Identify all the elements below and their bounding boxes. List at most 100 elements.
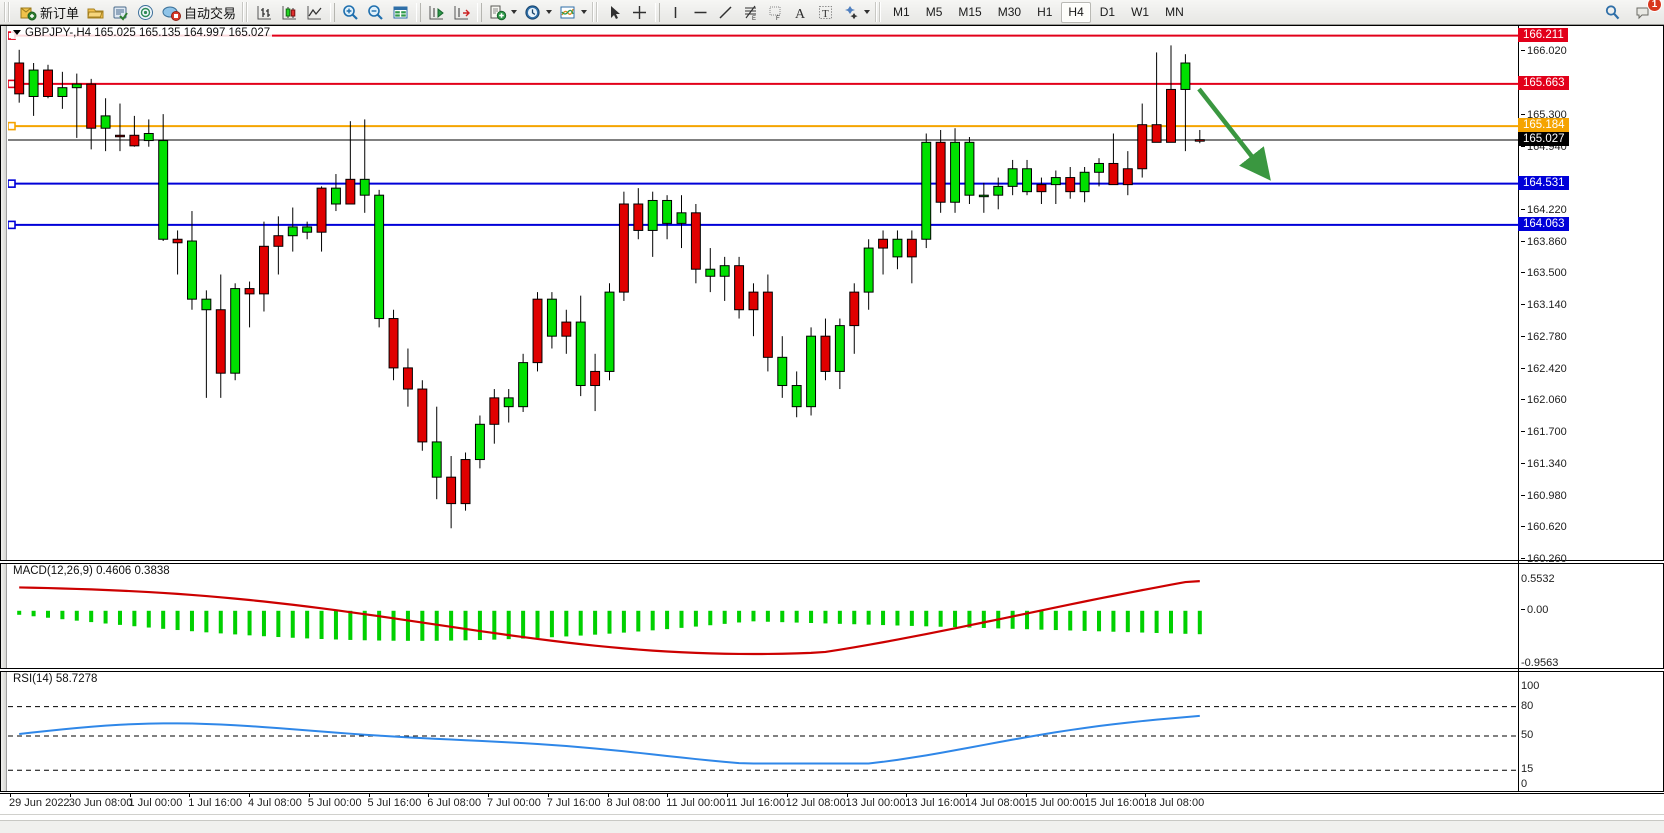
- status-bar: [0, 820, 1664, 833]
- candlestick-chart-button[interactable]: [277, 1, 302, 23]
- rsi-pane-scrollbar[interactable]: [1, 672, 7, 791]
- news-button[interactable]: [108, 1, 133, 23]
- toolbar-grip-4[interactable]: [875, 2, 882, 22]
- time-tick-label: 1 Jul 16:00: [188, 797, 243, 809]
- timeframe-d1[interactable]: D1: [1099, 4, 1116, 19]
- search-button[interactable]: [1600, 1, 1625, 23]
- rsi-tick-label: 15: [1521, 763, 1534, 776]
- text-label-button[interactable]: T: [813, 1, 838, 23]
- shapes-button[interactable]: [838, 1, 873, 23]
- time-tick-label: 11 Jul 00:00: [666, 797, 726, 809]
- time-tick-mark: [1145, 794, 1147, 797]
- macd-tick-label: 0.00: [1521, 604, 1548, 616]
- cursor-button[interactable]: [602, 1, 627, 23]
- timeframe-m15[interactable]: M15: [958, 4, 982, 19]
- folder-icon: [86, 3, 105, 22]
- line-chart-button[interactable]: [302, 1, 327, 23]
- vertical-line-button[interactable]: [663, 1, 688, 23]
- horizontal-line-button[interactable]: [688, 1, 713, 23]
- rsi-tick-label: 80: [1521, 699, 1534, 712]
- time-tick-mark: [966, 794, 967, 797]
- zoom-out-button[interactable]: [363, 1, 388, 23]
- macd-pane-scrollbar[interactable]: [1, 564, 7, 668]
- rsi-tick-label: 50: [1521, 729, 1534, 741]
- time-tick-mark: [129, 794, 131, 797]
- grid-icon: [391, 3, 410, 22]
- text-button[interactable]: A: [788, 1, 813, 23]
- auto-trading-icon: [162, 3, 182, 22]
- timeframe-m1[interactable]: M1: [893, 4, 910, 19]
- price-candles: [8, 31, 1519, 529]
- fibonacci-button[interactable]: E: [738, 1, 763, 23]
- period-button[interactable]: [520, 1, 555, 23]
- new-order-label: 新订单: [40, 5, 80, 21]
- timeframe-m30[interactable]: M30: [997, 4, 1022, 19]
- auto-trading-button[interactable]: 自动交易: [158, 1, 240, 23]
- bar-chart-button[interactable]: [252, 1, 277, 23]
- time-tick-mark: [69, 794, 71, 797]
- svg-text:F: F: [776, 16, 780, 22]
- templates-dropdown-caret[interactable]: [511, 10, 518, 14]
- price-tick-label: 160.980: [1521, 490, 1567, 502]
- shapes-dropdown-caret[interactable]: [864, 10, 871, 14]
- period-icon: [523, 3, 542, 22]
- timeframe-h1[interactable]: H1: [1037, 4, 1053, 19]
- notifications-button[interactable]: 1: [1631, 0, 1662, 23]
- signal-button[interactable]: [133, 1, 158, 23]
- price-level-label-resistance[interactable]: 165.663: [1518, 75, 1569, 90]
- trendline-button[interactable]: [713, 1, 738, 23]
- toolbar-separator-2: [416, 2, 422, 22]
- new-order-icon: [18, 3, 37, 22]
- timeframe-h4[interactable]: H4: [1061, 1, 1091, 23]
- templates-icon: [488, 3, 507, 22]
- toolbar-separator-1: [330, 2, 336, 22]
- timeframe-m5[interactable]: M5: [925, 4, 943, 19]
- timeframe-mn[interactable]: MN: [1165, 4, 1184, 19]
- time-tick-label: 13 Jul 00:00: [845, 797, 906, 809]
- price-tick-label: 163.140: [1521, 299, 1567, 311]
- indicators-dropdown-caret[interactable]: [581, 10, 588, 14]
- shift-end-icon: [427, 3, 446, 22]
- line-chart-icon: [305, 3, 324, 22]
- auto-scroll-button[interactable]: [449, 1, 474, 23]
- period-dropdown-caret[interactable]: [546, 10, 553, 14]
- price-pane-scrollbar[interactable]: [1, 26, 7, 560]
- toolbar-grip-3[interactable]: [592, 2, 599, 22]
- signal-icon: [136, 3, 155, 22]
- price-pane[interactable]: GBPJPY-,H4 165.025 165.135 164.997 165.0…: [0, 25, 1664, 561]
- time-tick-mark: [189, 794, 191, 797]
- price-axis[interactable]: 166.020 165.300 164.940 164.220 163.860 163.5…: [1518, 25, 1664, 792]
- folder-button[interactable]: [83, 1, 108, 23]
- time-tick-mark: [547, 794, 549, 797]
- macd-pane[interactable]: MACD(12,26,9) 0.4606 0.3838: [0, 563, 1664, 669]
- timeframe-w1[interactable]: W1: [1131, 4, 1150, 19]
- zoom-in-button[interactable]: [338, 1, 363, 23]
- price-level-label-current[interactable]: 165.027: [1518, 131, 1569, 146]
- search-icon: [1603, 3, 1622, 22]
- price-level-label-support[interactable]: 164.063: [1518, 216, 1569, 231]
- templates-button[interactable]: [485, 1, 520, 23]
- macd-tick-label: -0.9563: [1521, 657, 1559, 669]
- time-tick-label: 5 Jul 00:00: [307, 797, 362, 809]
- indicators-button[interactable]: [555, 1, 590, 23]
- rsi-pane[interactable]: RSI(14) 58.7278: [0, 671, 1664, 792]
- chart-area[interactable]: GBPJPY-,H4 165.025 165.135 164.997 165.0…: [0, 25, 1664, 833]
- price-level-label-support[interactable]: 164.531: [1518, 175, 1569, 190]
- down-arrow-annotation[interactable]: [1191, 81, 1311, 191]
- time-tick-label: 14 Jul 08:00: [965, 797, 1025, 809]
- crosshair-button[interactable]: [627, 1, 652, 23]
- shift-end-button[interactable]: [424, 1, 449, 23]
- equidistant-channel-button[interactable]: F: [763, 1, 788, 23]
- toolbar-grip[interactable]: [4, 2, 10, 22]
- time-tick-label: 12 Jul 08:00: [785, 797, 846, 809]
- toolbar-grip-2[interactable]: [242, 2, 249, 22]
- chart-collapse-icon[interactable]: [13, 30, 21, 35]
- svg-text:T: T: [822, 8, 829, 20]
- price-level-label-resistance[interactable]: 166.211: [1518, 27, 1568, 42]
- grid-button[interactable]: [388, 1, 413, 23]
- indicators-icon: [558, 3, 577, 22]
- price-axis-line: [1518, 25, 1519, 792]
- time-tick-label: 7 Jul 00:00: [487, 797, 541, 809]
- price-level-label-pivot[interactable]: 165.184: [1518, 118, 1569, 133]
- new-order-button[interactable]: 新订单: [14, 1, 83, 23]
